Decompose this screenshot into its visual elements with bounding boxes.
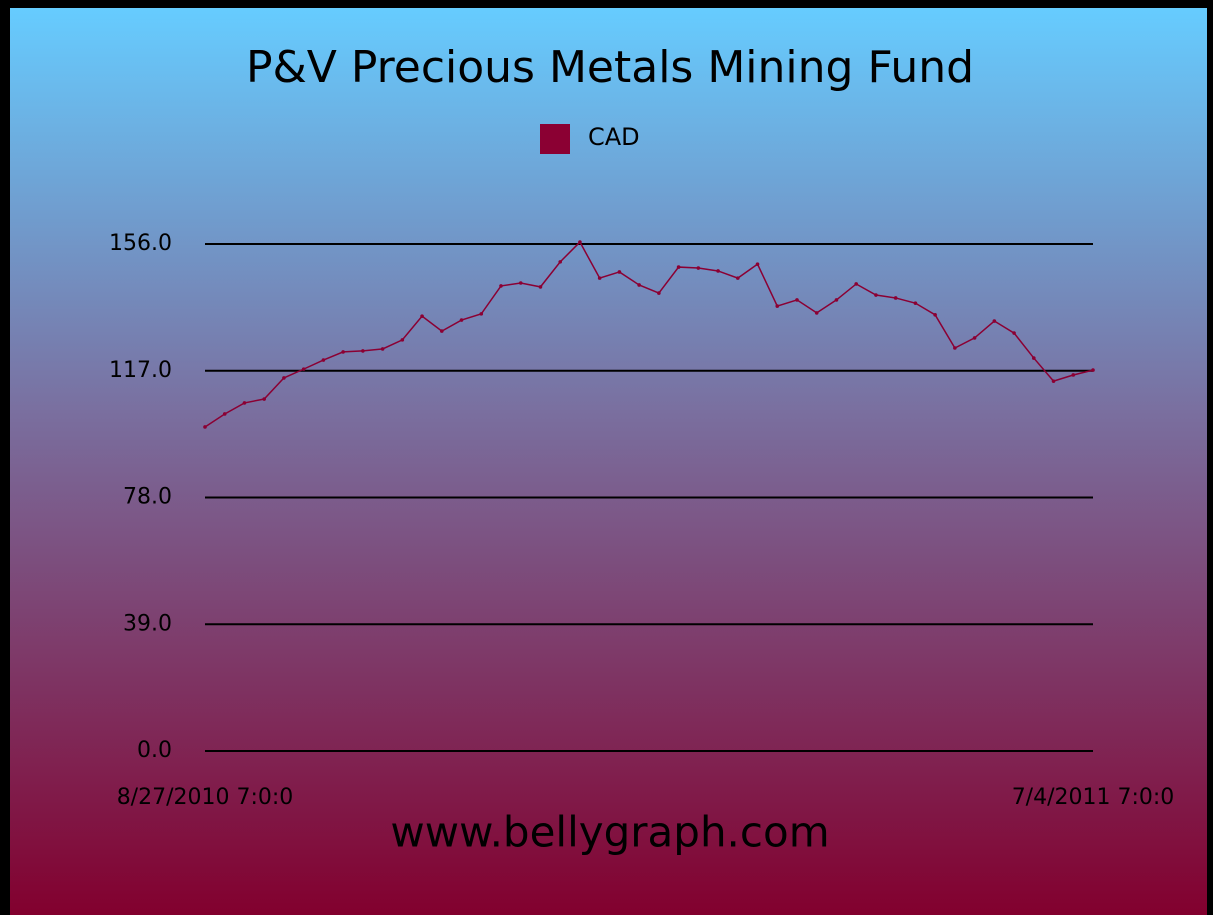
point [1051, 379, 1056, 383]
point [834, 298, 839, 302]
point [321, 358, 326, 362]
point [1071, 373, 1076, 377]
point [459, 318, 464, 322]
line [204, 240, 1094, 428]
point [282, 376, 286, 380]
y-tick-label: 156.0 [109, 231, 172, 256]
legend-swatch [540, 124, 570, 154]
point [913, 301, 918, 305]
point [203, 425, 207, 429]
point [222, 412, 227, 416]
point [637, 283, 641, 287]
point [400, 338, 405, 342]
point [953, 346, 957, 350]
point [1012, 331, 1016, 335]
point [242, 401, 247, 405]
point [972, 336, 977, 340]
footer: www.bellygraph.com [390, 808, 829, 857]
point [1032, 356, 1036, 360]
point [676, 265, 681, 269]
point [657, 291, 661, 295]
point [578, 240, 582, 244]
point [755, 262, 760, 266]
point [775, 304, 780, 308]
point [992, 319, 997, 323]
x-tick-label: 7/4/2011 7:0:0 [1012, 785, 1175, 810]
y-tick-label: 78.0 [123, 485, 172, 510]
point [341, 350, 345, 354]
point [301, 367, 306, 371]
chart-title: P&V Precious Metals Mining Fund [246, 42, 974, 93]
point [262, 397, 267, 401]
point [736, 276, 740, 280]
point [1091, 368, 1095, 372]
point [597, 276, 602, 280]
point [696, 266, 701, 270]
point [558, 260, 562, 264]
point [933, 313, 937, 317]
point [538, 285, 543, 289]
point [440, 329, 444, 333]
point [716, 269, 720, 273]
y-tick-label: 0.0 [137, 738, 172, 763]
point [874, 293, 878, 297]
point [420, 314, 424, 318]
point [499, 284, 503, 288]
legend-label: CAD [588, 123, 640, 151]
point [361, 349, 365, 353]
point [380, 347, 385, 351]
point [854, 282, 858, 286]
point [795, 298, 799, 302]
point [479, 312, 484, 316]
point [814, 311, 819, 315]
y-tick-label: 117.0 [109, 358, 172, 383]
point [893, 296, 898, 300]
x-tick-label: 8/27/2010 7:0:0 [117, 785, 294, 810]
y-tick-label: 39.0 [123, 611, 172, 636]
point [518, 281, 523, 285]
background [10, 8, 1207, 915]
point [617, 270, 622, 274]
